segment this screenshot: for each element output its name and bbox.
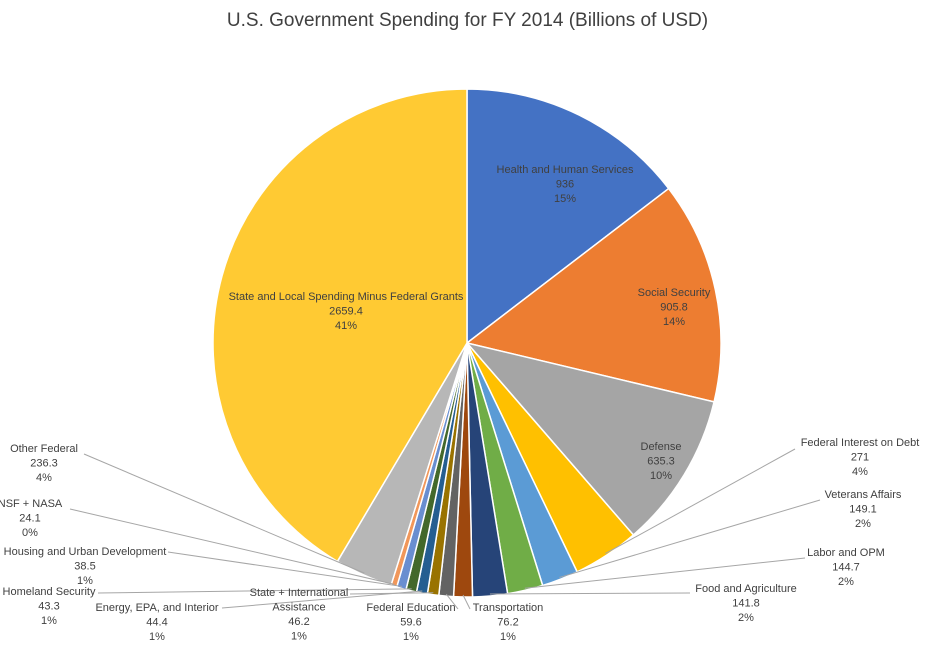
chart-title: U.S. Government Spending for FY 2014 (Bi… [226,10,709,31]
leader-line-energy-epa-and-interior [221,590,423,609]
leader-line-transportation [462,594,471,610]
pie-slice-state-and-local-spending-minus-federal-grants [212,88,468,563]
leader-line-housing-and-urban-development [167,551,402,587]
pie-slice-health-and-human-services [466,88,670,345]
data-label-state-and-local-spending-minus-federal-grants: State and Local Spending Minus Federal G… [229,291,464,332]
data-label-federal-education: Federal Education 59.6 1% [366,602,455,643]
data-label-labor-and-opm: Labor and OPM 144.7 2% [807,547,885,588]
data-label-nsf-nasa: NSF + NASA 24.1 0% [0,498,63,539]
pie-slice-defense [464,341,715,536]
data-label-other-federal: Other Federal 236.3 4% [10,443,78,484]
data-label-housing-and-urban-development: Housing and Urban Development 38.5 1% [4,546,167,587]
leader-line-veterans-affairs [559,499,821,578]
data-label-veterans-affairs: Veterans Affairs 149.1 2% [825,489,902,530]
leader-line-labor-and-opm [524,557,806,589]
data-label-social-security: Social Security 905.8 14% [638,287,711,328]
leader-line-federal-education [445,593,459,610]
leader-line-federal-interest-on-debt [605,448,796,555]
data-label-health-and-human-services: Health and Human Services 936 15% [497,164,634,205]
data-label-state-international-assistance: State + International Assistance 46.2 1% [250,587,349,643]
leader-line-other-federal [83,453,365,574]
data-label-federal-interest-on-debt: Federal Interest on Debt 271 4% [801,437,920,478]
data-label-transportation: Transportation 76.2 1% [473,602,544,643]
data-label-energy-epa-and-interior: Energy, EPA, and Interior 44.4 1% [95,602,218,643]
data-label-defense: Defense 635.3 10% [641,441,682,482]
leader-line-food-and-agriculture [489,592,691,595]
data-label-food-and-agriculture: Food and Agriculture 141.8 2% [695,583,797,624]
pie-slice-social-security [465,187,722,403]
leader-line-homeland-security [97,588,412,594]
leader-line-nsf-nasa [69,508,395,585]
data-label-homeland-security: Homeland Security 43.3 1% [3,586,96,627]
